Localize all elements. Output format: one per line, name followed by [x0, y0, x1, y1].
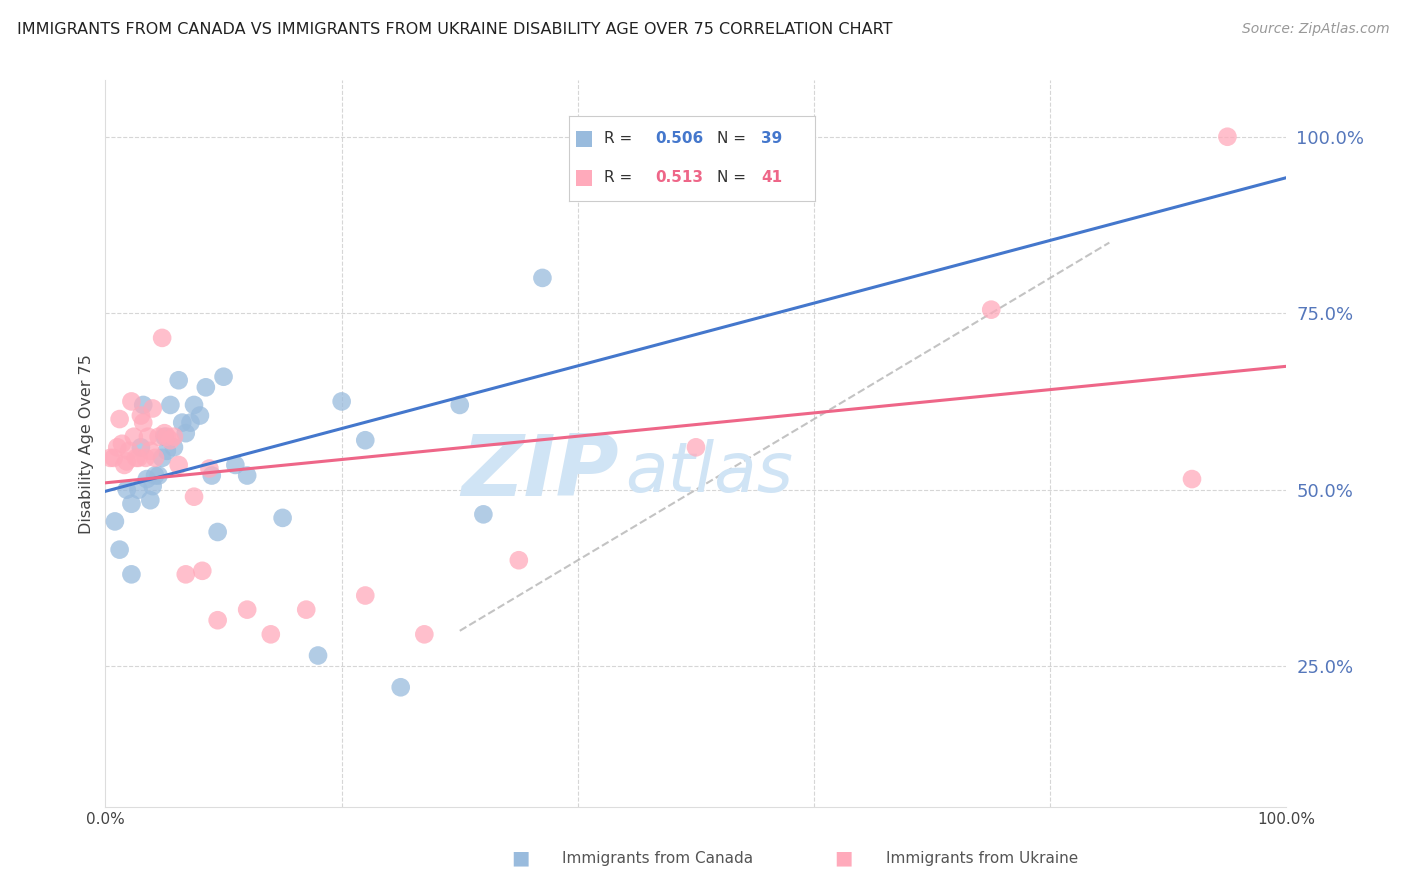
Point — [744, 151, 766, 165]
Point — [150, 450, 173, 465]
Point — [128, 450, 150, 465]
Point — [132, 416, 155, 430]
Point — [271, 511, 294, 525]
Text: 39: 39 — [762, 131, 783, 146]
Point — [148, 430, 170, 444]
Text: 41: 41 — [762, 170, 783, 186]
Point — [194, 380, 217, 394]
Point — [104, 515, 127, 529]
Point — [120, 497, 142, 511]
Point — [174, 426, 197, 441]
Point — [183, 490, 205, 504]
Text: R =: R = — [605, 131, 637, 146]
Point — [212, 369, 235, 384]
Point — [449, 398, 471, 412]
Point — [163, 440, 186, 454]
Point — [135, 450, 157, 465]
Point — [142, 401, 165, 416]
Point — [150, 331, 173, 345]
Text: 0.506: 0.506 — [655, 131, 704, 146]
Point — [179, 416, 201, 430]
Point — [174, 567, 197, 582]
Text: ■: ■ — [834, 848, 853, 868]
Point — [472, 508, 495, 522]
Point — [574, 132, 596, 146]
Point — [167, 373, 190, 387]
Point — [191, 564, 214, 578]
Point — [122, 430, 145, 444]
Point — [118, 443, 141, 458]
Point — [354, 589, 377, 603]
Point — [198, 461, 221, 475]
Point — [125, 450, 148, 465]
Point — [136, 430, 159, 444]
Point — [307, 648, 329, 663]
Point — [135, 472, 157, 486]
Text: Source: ZipAtlas.com: Source: ZipAtlas.com — [1241, 22, 1389, 37]
Point — [142, 479, 165, 493]
Point — [389, 680, 412, 694]
Point — [108, 542, 131, 557]
Point — [120, 567, 142, 582]
Point — [224, 458, 246, 472]
Point — [111, 437, 134, 451]
Text: ZIP: ZIP — [461, 432, 619, 515]
Point — [1181, 472, 1204, 486]
Point — [115, 483, 138, 497]
Point — [980, 302, 1002, 317]
Point — [128, 483, 150, 497]
Point — [139, 493, 162, 508]
Point — [188, 409, 211, 423]
Point — [156, 430, 179, 444]
Point — [159, 398, 181, 412]
Point — [1216, 129, 1239, 144]
Point — [159, 434, 181, 448]
Point — [574, 170, 596, 185]
Point — [508, 553, 530, 567]
Point — [103, 450, 125, 465]
Point — [108, 412, 131, 426]
Point — [413, 627, 436, 641]
Point — [156, 443, 179, 458]
Point — [129, 440, 152, 454]
Point — [295, 602, 318, 616]
Point — [105, 440, 128, 454]
Point — [148, 468, 170, 483]
Point — [115, 454, 138, 468]
Point — [531, 271, 554, 285]
Text: 0.513: 0.513 — [655, 170, 703, 186]
Point — [330, 394, 353, 409]
Point — [132, 398, 155, 412]
Point — [129, 409, 152, 423]
Point — [207, 524, 229, 539]
Point — [183, 398, 205, 412]
Point — [260, 627, 283, 641]
Point — [112, 458, 135, 472]
Point — [139, 443, 162, 458]
Point — [98, 450, 121, 465]
Point — [163, 430, 186, 444]
Y-axis label: Disability Age Over 75: Disability Age Over 75 — [79, 354, 94, 533]
Point — [207, 613, 229, 627]
Point — [120, 394, 142, 409]
Point — [236, 602, 259, 616]
Point — [236, 468, 259, 483]
Text: atlas: atlas — [626, 440, 793, 507]
Text: R =: R = — [605, 170, 637, 186]
Text: Immigrants from Ukraine: Immigrants from Ukraine — [886, 851, 1078, 865]
Text: IMMIGRANTS FROM CANADA VS IMMIGRANTS FROM UKRAINE DISABILITY AGE OVER 75 CORRELA: IMMIGRANTS FROM CANADA VS IMMIGRANTS FRO… — [17, 22, 893, 37]
Point — [172, 416, 194, 430]
Point — [167, 458, 190, 472]
Point — [153, 430, 176, 444]
Text: N =: N = — [717, 131, 751, 146]
Point — [143, 468, 166, 483]
Text: ■: ■ — [510, 848, 530, 868]
Point — [354, 434, 377, 448]
Text: Immigrants from Canada: Immigrants from Canada — [562, 851, 754, 865]
Point — [153, 426, 176, 441]
Point — [143, 450, 166, 465]
Point — [201, 468, 224, 483]
Text: N =: N = — [717, 170, 751, 186]
Point — [685, 440, 707, 454]
